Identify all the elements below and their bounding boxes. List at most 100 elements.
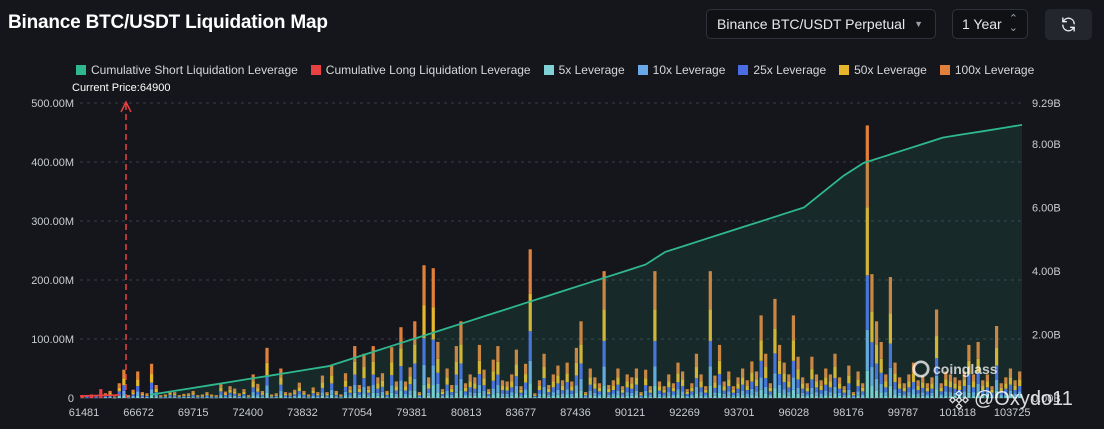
liquidation-bar-segment — [884, 395, 888, 398]
liquidation-bar-segment — [990, 396, 994, 398]
legend-label: Cumulative Short Liquidation Leverage — [91, 63, 298, 77]
liquidation-bar-segment — [607, 392, 611, 395]
liquidation-bar-segment — [353, 392, 357, 398]
liquidation-bar-segment — [182, 395, 186, 397]
legend-item-cumulative-short[interactable]: Cumulative Short Liquidation Leverage — [76, 63, 298, 77]
liquidation-bar-segment — [708, 271, 712, 310]
liquidation-bar-segment — [163, 396, 168, 398]
legend-item-50x[interactable]: 50x Leverage — [839, 63, 927, 77]
liquidation-bar-segment — [228, 395, 232, 397]
liquidation-bar-segment — [496, 385, 500, 393]
liquidation-bar-segment — [699, 392, 703, 396]
liquidation-bar-segment — [113, 397, 117, 399]
liquidation-bar-segment — [925, 387, 929, 392]
liquidation-bar-segment — [440, 389, 445, 392]
liquidation-bar-segment — [473, 388, 477, 393]
liquidation-bar-segment — [302, 397, 306, 398]
liquidation-bar-segment — [173, 396, 177, 398]
liquidation-bar-segment — [510, 381, 514, 388]
legend-swatch — [637, 65, 648, 75]
liquidation-bar-segment — [376, 388, 380, 393]
liquidation-bar-segment — [237, 394, 241, 396]
liquidation-bar-segment — [644, 390, 648, 396]
liquidation-bar-segment — [417, 395, 422, 397]
liquidation-bar-segment — [879, 392, 883, 398]
liquidation-bar-segment — [676, 362, 680, 374]
liquidation-bar-segment — [819, 393, 823, 397]
refresh-button[interactable] — [1045, 9, 1092, 40]
liquidation-bar-segment — [837, 383, 842, 389]
liquidation-bar-segment — [357, 392, 361, 395]
liquidation-bar-segment — [861, 383, 865, 388]
exchange-select[interactable]: Binance BTC/USDT Perpetual ▼ — [706, 9, 936, 39]
liquidation-bar-segment — [620, 386, 625, 390]
liquidation-bar-segment — [699, 395, 703, 398]
liquidation-bar-segment — [362, 378, 366, 387]
liquidation-bar-segment — [279, 395, 283, 398]
liquidation-bar-segment — [657, 396, 662, 398]
liquidation-bar-segment — [824, 384, 828, 391]
liquidation-bar-segment — [154, 396, 158, 398]
time-range-value: 1 Year — [962, 16, 1002, 32]
liquidation-bar-segment — [653, 385, 657, 398]
liquidation-bar-segment — [902, 391, 906, 395]
liquidation-bar-segment — [510, 395, 514, 398]
liquidation-bar-segment — [163, 394, 168, 396]
liquidation-bar-segment — [731, 396, 736, 398]
liquidation-bar-segment — [200, 396, 204, 398]
liquidation-bar-segment — [343, 380, 348, 387]
liquidation-bar-segment — [847, 383, 851, 390]
liquidation-bar-segment — [256, 394, 260, 397]
liquidation-bar-segment — [177, 397, 181, 398]
legend-label: 50x Leverage — [854, 63, 927, 77]
liquidation-bar-segment — [741, 384, 745, 391]
liquidation-bar-segment — [427, 392, 431, 396]
legend-item-cumulative-long[interactable]: Cumulative Long Liquidation Leverage — [310, 63, 531, 77]
liquidation-bar-segment — [440, 394, 445, 396]
liquidation-bar-segment — [791, 315, 796, 341]
liquidation-bar-segment — [491, 380, 495, 389]
liquidation-bar-segment — [556, 375, 560, 384]
liquidation-bar-segment — [713, 395, 717, 398]
liquidation-bar-segment — [487, 394, 491, 396]
liquidation-bar-segment — [694, 367, 699, 379]
liquidation-bar-segment — [620, 392, 625, 396]
liquidation-bar-segment — [602, 340, 606, 367]
liquidation-bar-segment — [260, 394, 265, 397]
liquidation-bar-segment — [805, 394, 809, 397]
liquidation-bar-segment — [699, 374, 703, 382]
liquidation-bar-segment — [1013, 390, 1017, 394]
liquidation-bar-segment — [819, 380, 823, 386]
liquidation-bar-segment — [971, 387, 976, 393]
liquidation-bar-segment — [1008, 395, 1013, 398]
legend-swatch — [310, 65, 321, 75]
legend-item-5x[interactable]: 5x Leverage — [543, 63, 625, 77]
liquidation-bar-segment — [750, 381, 754, 389]
liquidation-bar-segment — [865, 370, 869, 398]
liquidation-bar-segment — [436, 392, 440, 398]
liquidation-bar-segment — [607, 385, 611, 389]
legend-item-25x[interactable]: 25x Leverage — [738, 63, 826, 77]
liquidation-bar-segment — [186, 396, 191, 398]
liquidation-bar-segment — [320, 395, 325, 398]
liquidation-bar-segment — [385, 394, 389, 397]
liquidation-bar-segment — [616, 395, 620, 398]
liquidation-bar-segment — [542, 378, 546, 387]
liquidation-bar-segment — [537, 380, 542, 386]
liquidation-bar-segment — [736, 377, 740, 384]
liquidation-bar-segment — [741, 377, 745, 385]
liquidation-bar-segment — [611, 380, 615, 386]
cumulative-short-line — [149, 124, 1023, 396]
liquidation-bar-segment — [921, 387, 925, 393]
liquidation-bar-segment — [108, 390, 112, 394]
liquidation-bar-segment — [782, 394, 786, 398]
liquidation-bar-segment — [981, 380, 985, 386]
legend-item-100x[interactable]: 100x Leverage — [939, 63, 1034, 77]
time-range-select[interactable]: 1 Year ⌃ ⌄ — [952, 9, 1028, 39]
liquidation-bar-segment — [537, 393, 542, 397]
liquidation-bar-segment — [288, 395, 292, 397]
liquidation-bar-segment — [145, 397, 149, 399]
liquidation-bar-segment — [274, 394, 278, 396]
legend-item-10x[interactable]: 10x Leverage — [637, 63, 725, 77]
liquidation-bar-segment — [223, 396, 228, 398]
